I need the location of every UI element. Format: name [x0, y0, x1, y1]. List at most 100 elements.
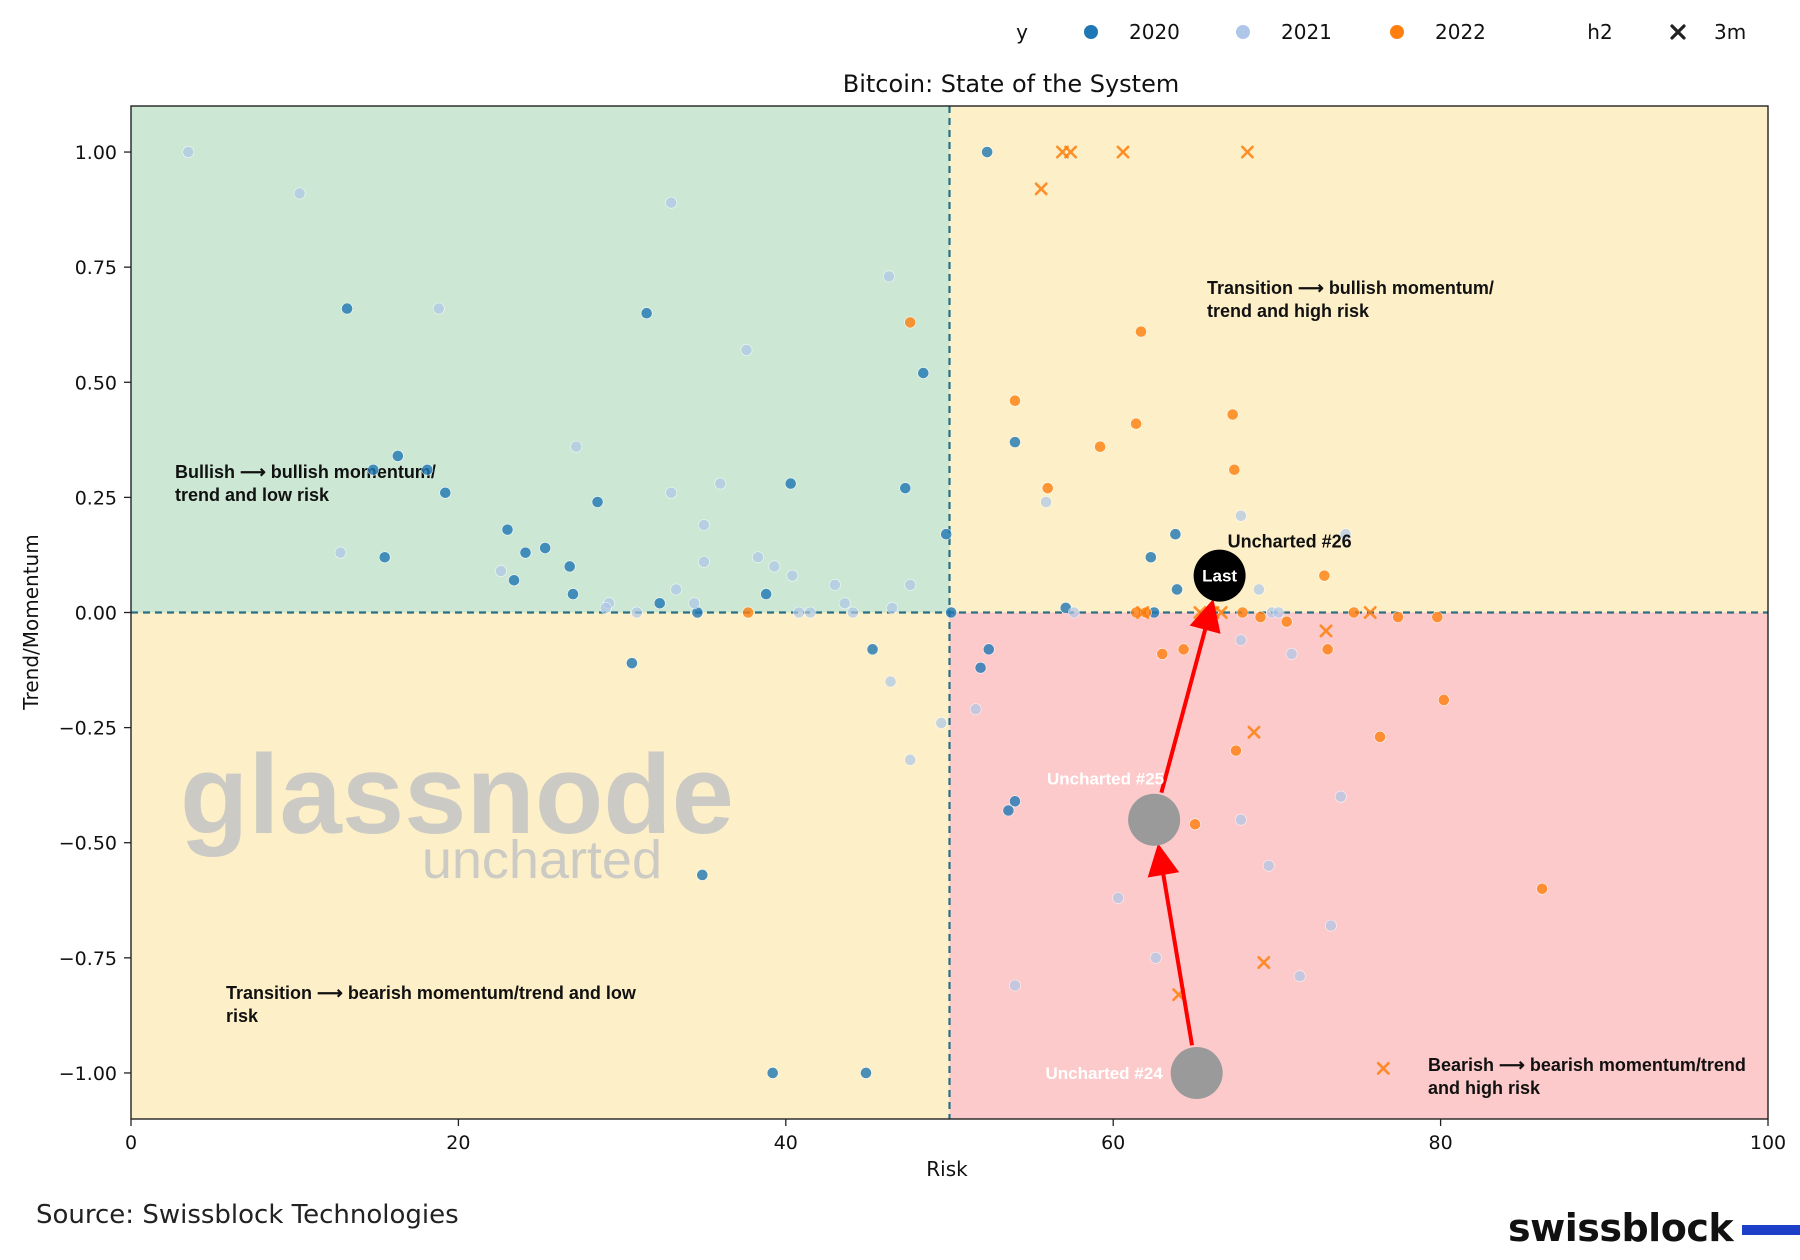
brand-logo-text: swissblock	[1508, 1206, 1734, 1250]
point-2021	[1285, 648, 1298, 660]
point-3m	[1257, 955, 1271, 969]
point-2020	[391, 450, 404, 462]
point-2020	[945, 606, 958, 619]
quadrant-labels: Bullish ⟶ bullish momentum/trend and low…	[175, 278, 1746, 1098]
highlight-0	[1170, 1046, 1223, 1099]
point-2020	[1144, 551, 1157, 564]
y-tick-label: −0.75	[59, 948, 117, 970]
point-2022	[1536, 882, 1548, 895]
point-2020	[501, 523, 514, 536]
brand-logo-bar	[1742, 1225, 1800, 1235]
point-2022	[1230, 744, 1242, 757]
y-tick-label: −0.50	[59, 833, 117, 855]
point-2021	[698, 519, 710, 531]
point-3m	[1319, 624, 1333, 638]
point-2020	[563, 560, 576, 573]
point-2022	[904, 316, 917, 329]
point-2021	[883, 270, 895, 283]
quadrant-transition-bearish	[131, 612, 950, 1119]
point-3m	[1376, 1061, 1390, 1075]
legend-label-2022: 2022	[1435, 20, 1486, 44]
highlight-points: Uncharted #24 Uncharted #25 Last Uncharted …	[1046, 532, 1352, 1099]
legend-marker-3m	[1670, 24, 1686, 40]
point-2021	[1040, 496, 1052, 508]
point-2022	[1094, 440, 1107, 453]
x-axis-label: Risk	[926, 1157, 968, 1181]
point-2022	[1130, 417, 1143, 430]
quadrant-transition-bullish	[949, 106, 1768, 613]
point-2022	[1392, 611, 1404, 624]
legend-marker-2022	[1390, 25, 1404, 39]
point-2020	[940, 528, 953, 541]
point-2021	[1149, 951, 1162, 964]
scatter-points	[182, 145, 1548, 1079]
point-2021	[1068, 606, 1080, 619]
point-2022	[1318, 569, 1331, 582]
point-2021	[334, 546, 347, 559]
x-tick-label: 20	[446, 1132, 470, 1154]
legend-label-2021: 2021	[1281, 20, 1332, 44]
point-2021	[969, 703, 982, 716]
y-tick-label: −1.00	[59, 1063, 117, 1085]
highlight-label-0: Uncharted #24	[1046, 1064, 1164, 1083]
point-3m	[1247, 725, 1261, 739]
point-2021	[599, 601, 612, 614]
highlight-1	[1128, 793, 1181, 846]
point-2021	[665, 196, 678, 209]
point-2020	[1009, 436, 1021, 449]
y-axis-label: Trend/Momentum	[19, 534, 43, 710]
y-tick-label: −0.25	[59, 718, 117, 740]
point-2021	[1009, 979, 1021, 992]
watermark: glassnode uncharted	[180, 732, 734, 890]
point-3m	[1136, 606, 1150, 619]
point-2020	[982, 643, 995, 656]
legend-label-3m: 3m	[1714, 20, 1746, 44]
point-3m	[1064, 145, 1078, 159]
highlight-2	[1193, 549, 1246, 602]
quadrant-label-3: Bearish ⟶ bearish momentum/trend and high…	[1428, 1055, 1746, 1098]
point-2022	[1226, 408, 1239, 421]
point-2021	[886, 601, 899, 614]
point-2022	[1431, 611, 1444, 624]
point-2021	[786, 569, 799, 582]
point-2020	[640, 307, 653, 320]
point-2022	[1009, 394, 1021, 407]
source-note: Source: Swissblock Technologies	[36, 1200, 459, 1230]
axes: 0 20 40 60 80 100 1.00 0.75 0.50 0.25 0.00 −0.25 −0.…	[59, 105, 1786, 1154]
point-2022	[1189, 818, 1201, 831]
point-2021	[665, 486, 678, 499]
point-2021	[1234, 813, 1247, 826]
chart-title: Bitcoin: State of the System	[843, 70, 1179, 98]
point-2022	[1321, 643, 1334, 656]
point-2021	[495, 565, 507, 577]
point-2022	[1177, 643, 1190, 656]
point-2021	[432, 302, 445, 315]
point-2020	[567, 588, 579, 600]
quadrant-label-2: Transition ⟶ bearish momentum/trend and …	[226, 983, 637, 1026]
point-2020	[766, 1067, 779, 1079]
legend-hue-title: y	[1016, 20, 1028, 44]
x-tick-label: 40	[774, 1132, 798, 1154]
point-2020	[519, 546, 532, 559]
arrow-0	[1147, 843, 1195, 1046]
point-2020	[626, 657, 638, 670]
point-2021	[904, 578, 917, 591]
arrows	[1147, 598, 1221, 1046]
point-2021	[752, 551, 764, 564]
arrow-1	[1159, 598, 1221, 794]
point-3m	[1240, 145, 1254, 159]
point-2020	[367, 463, 380, 476]
point-2022	[1280, 615, 1293, 628]
point-2020	[378, 551, 391, 564]
point-2021	[698, 555, 710, 568]
point-2021	[670, 583, 683, 596]
point-2022	[1374, 730, 1386, 743]
point-2021	[570, 440, 583, 453]
point-2021	[1262, 859, 1275, 872]
point-2021	[935, 717, 948, 729]
quadrant-label-1: Transition ⟶ bullish momentum/trend and …	[1207, 278, 1494, 321]
legend-marker-2020	[1084, 25, 1098, 39]
point-2020	[917, 367, 930, 379]
y-tick-label: 0.00	[75, 603, 117, 625]
x-tick-label: 100	[1750, 1132, 1786, 1154]
